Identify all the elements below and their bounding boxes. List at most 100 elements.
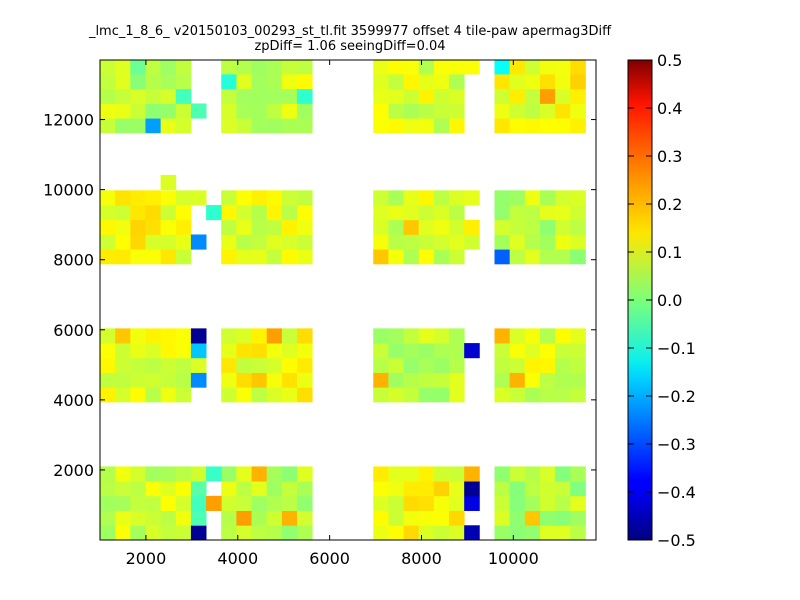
heatmap-cell (266, 88, 283, 104)
heatmap-cell (464, 234, 480, 250)
heatmap-cell (145, 74, 162, 90)
heatmap-cell (418, 118, 435, 134)
heatmap-cell (175, 205, 192, 221)
heatmap-cell (555, 372, 571, 388)
heatmap-cell (388, 60, 404, 75)
colorbar-axis: 0.5 0.4 0.3 0.2 0.1 0.0 −0.1 −0.2 −0.3 −0.4 −0.5 (628, 51, 696, 550)
heatmap-cell (281, 205, 298, 221)
heatmap-cell (160, 219, 177, 235)
heatmap-cell (251, 74, 268, 90)
heatmap-cell (221, 466, 237, 482)
heatmap-cell (449, 525, 465, 540)
heatmap-cell (539, 466, 556, 482)
heatmap-cell (251, 481, 268, 497)
heatmap-cell (145, 219, 162, 235)
heatmap-cell (570, 510, 586, 526)
heatmap-cell (160, 103, 177, 119)
heatmap-cell (115, 88, 131, 104)
heatmap-cell (449, 234, 465, 250)
heatmap-cell (281, 466, 298, 482)
heatmap-cell (509, 495, 526, 511)
heatmap-cell (190, 481, 207, 497)
colorbar-tick-label: −0.1 (657, 339, 696, 358)
heatmap-cell (221, 103, 237, 119)
heatmap-cell (449, 466, 465, 482)
heatmap-cell (555, 190, 571, 206)
heatmap-cell (464, 219, 480, 235)
heatmap-cell (115, 219, 131, 235)
heatmap-cell (251, 510, 268, 526)
heatmap-cell (281, 357, 298, 373)
heatmap-cell (418, 525, 435, 540)
heatmap-cell (251, 343, 268, 359)
heatmap-cell (221, 387, 237, 403)
heatmap-cell (266, 60, 283, 75)
heatmap-cell (509, 481, 526, 497)
heatmap-cell (100, 205, 116, 221)
heatmap-cell (539, 387, 556, 403)
heatmap-cell (115, 495, 131, 511)
heatmap-cell (175, 510, 192, 526)
heatmap-cell (115, 525, 131, 540)
heatmap-cell (509, 466, 526, 482)
heatmap-cell (509, 387, 526, 403)
heatmap-cell (160, 174, 177, 191)
heatmap-cell (297, 88, 313, 104)
heatmap-cell (297, 205, 313, 221)
heatmap-cell (433, 103, 450, 119)
heatmap-cell (509, 190, 526, 206)
heatmap-cell (175, 249, 192, 265)
heatmap-cell (175, 357, 192, 373)
heatmap-cell (373, 466, 389, 482)
heatmap-cell (297, 495, 313, 511)
heatmap-cell (555, 118, 571, 134)
heatmap-cell (464, 495, 480, 511)
heatmap-cell (236, 118, 252, 134)
heatmap-cell (555, 481, 571, 497)
heatmap-cell (145, 249, 162, 265)
heatmap-cell (433, 481, 450, 497)
heatmap-cell (266, 495, 283, 511)
heatmap-cell (509, 60, 526, 75)
heatmap-cell (403, 387, 420, 403)
heatmap-cell (388, 372, 404, 388)
heatmap-cell (539, 510, 556, 526)
heatmap-cell (570, 495, 586, 511)
heatmap-cell (160, 60, 177, 75)
heatmap-cell (145, 466, 162, 482)
heatmap-cell (555, 88, 571, 104)
heatmap-cell (555, 103, 571, 119)
heatmap-cell (555, 74, 571, 90)
heatmap-cell (509, 118, 526, 134)
heatmap-cell (160, 495, 177, 511)
heatmap-cell (115, 510, 131, 526)
heatmap-cell (509, 249, 526, 265)
heatmap-cell (190, 328, 207, 344)
heatmap-cell (555, 343, 571, 359)
heatmap-cell (509, 103, 526, 119)
heatmap-cell (539, 372, 556, 388)
heatmap-cell (297, 372, 313, 388)
heatmap-cell (281, 219, 298, 235)
heatmap-cell (297, 328, 313, 344)
heatmap-cell (539, 88, 556, 104)
heatmap-cell (236, 372, 252, 388)
heatmap-cell (175, 74, 192, 90)
heatmap-cell (130, 60, 146, 75)
heatmap-cell (100, 510, 116, 526)
heatmap-cell (130, 510, 146, 526)
heatmap-cell (221, 249, 237, 265)
heatmap-cell (449, 328, 465, 344)
heatmap-cell (251, 60, 268, 75)
heatmap-cell (524, 249, 541, 265)
heatmap-cell (509, 525, 526, 540)
heatmap-cell (115, 387, 131, 403)
heatmap-cell (297, 249, 313, 265)
heatmap-cell (145, 60, 162, 75)
heatmap-cell (464, 481, 480, 497)
heatmap-cell (433, 205, 450, 221)
heatmap-cell (418, 234, 435, 250)
heatmap-cell (266, 74, 283, 90)
heatmap-cell (524, 88, 541, 104)
heatmap-cell (297, 219, 313, 235)
